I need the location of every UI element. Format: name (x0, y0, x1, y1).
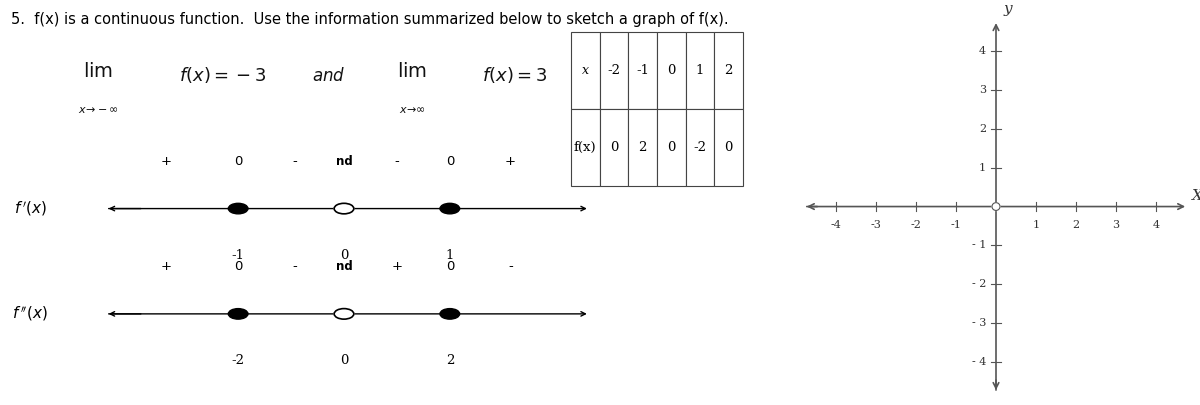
Text: 0: 0 (667, 64, 676, 77)
Text: -1: -1 (636, 64, 649, 77)
Text: 2: 2 (979, 124, 986, 134)
Text: 2: 2 (1073, 220, 1080, 230)
Text: 1: 1 (696, 64, 704, 77)
Circle shape (992, 202, 1000, 211)
Text: x: x (582, 64, 589, 77)
Text: nd: nd (336, 260, 353, 273)
Text: $f(x) = 3$: $f(x) = 3$ (481, 65, 547, 85)
Text: - 4: - 4 (972, 357, 986, 367)
Text: - 2: - 2 (972, 279, 986, 289)
Bar (629, 109, 656, 186)
Text: -2: -2 (694, 141, 707, 154)
Text: X: X (1192, 189, 1200, 202)
Text: -: - (508, 260, 512, 273)
Text: 0: 0 (234, 260, 242, 273)
Text: $f\,''(x)$: $f\,''(x)$ (12, 305, 48, 323)
Circle shape (334, 309, 354, 319)
Text: -3: -3 (870, 220, 882, 230)
Circle shape (228, 309, 248, 319)
Bar (600, 32, 629, 109)
Text: 0: 0 (610, 141, 618, 154)
Bar (629, 32, 656, 109)
Bar (571, 109, 600, 186)
Text: +: + (161, 260, 172, 273)
Bar (656, 109, 685, 186)
Circle shape (440, 203, 460, 214)
Text: 0: 0 (667, 141, 676, 154)
Bar (714, 109, 743, 186)
Text: -: - (395, 155, 400, 168)
Text: -2: -2 (911, 220, 922, 230)
Text: 0: 0 (234, 155, 242, 168)
Text: -2: -2 (232, 354, 245, 367)
Text: -1: -1 (950, 220, 961, 230)
Text: +: + (505, 155, 516, 168)
Text: -2: -2 (607, 64, 620, 77)
Text: y: y (1003, 2, 1012, 16)
Text: $f(x) = -3$: $f(x) = -3$ (180, 65, 266, 85)
Text: 1: 1 (979, 163, 986, 173)
Circle shape (228, 203, 248, 214)
Text: -: - (293, 260, 298, 273)
Text: 2: 2 (445, 354, 454, 367)
Text: $x \!\rightarrow\! \infty$: $x \!\rightarrow\! \infty$ (398, 105, 426, 115)
Circle shape (334, 203, 354, 214)
Text: -4: -4 (830, 220, 841, 230)
Text: 0: 0 (725, 141, 733, 154)
Text: 5.  f(x) is a continuous function.  Use the information summarized below to sket: 5. f(x) is a continuous function. Use th… (11, 12, 728, 27)
Text: - 1: - 1 (972, 240, 986, 250)
Text: 4: 4 (1152, 220, 1159, 230)
Text: $x \!\rightarrow\! -\infty$: $x \!\rightarrow\! -\infty$ (78, 105, 119, 115)
Text: +: + (161, 155, 172, 168)
Text: 3: 3 (1112, 220, 1120, 230)
Text: 3: 3 (979, 85, 986, 95)
Bar (600, 109, 629, 186)
Text: f(x): f(x) (574, 141, 596, 154)
Bar (685, 109, 714, 186)
Text: $\lim$: $\lim$ (83, 62, 113, 81)
Text: $f\,'(x)$: $f\,'(x)$ (13, 199, 47, 218)
Text: 0: 0 (340, 354, 348, 367)
Text: - 3: - 3 (972, 318, 986, 328)
Text: -1: -1 (232, 249, 245, 262)
Text: 1: 1 (445, 249, 454, 262)
Text: 2: 2 (725, 64, 733, 77)
Text: 0: 0 (445, 155, 454, 168)
Bar (714, 32, 743, 109)
Text: 1: 1 (1032, 220, 1039, 230)
Text: 2: 2 (638, 141, 647, 154)
Text: 0: 0 (340, 249, 348, 262)
Text: $and$: $and$ (312, 67, 346, 85)
Text: +: + (391, 260, 402, 273)
Text: $\lim$: $\lim$ (397, 62, 427, 81)
Text: 0: 0 (445, 260, 454, 273)
Bar (571, 32, 600, 109)
Text: -: - (293, 155, 298, 168)
Text: nd: nd (336, 155, 353, 168)
Text: 4: 4 (979, 46, 986, 56)
Circle shape (440, 309, 460, 319)
Bar (656, 32, 685, 109)
Bar (685, 32, 714, 109)
